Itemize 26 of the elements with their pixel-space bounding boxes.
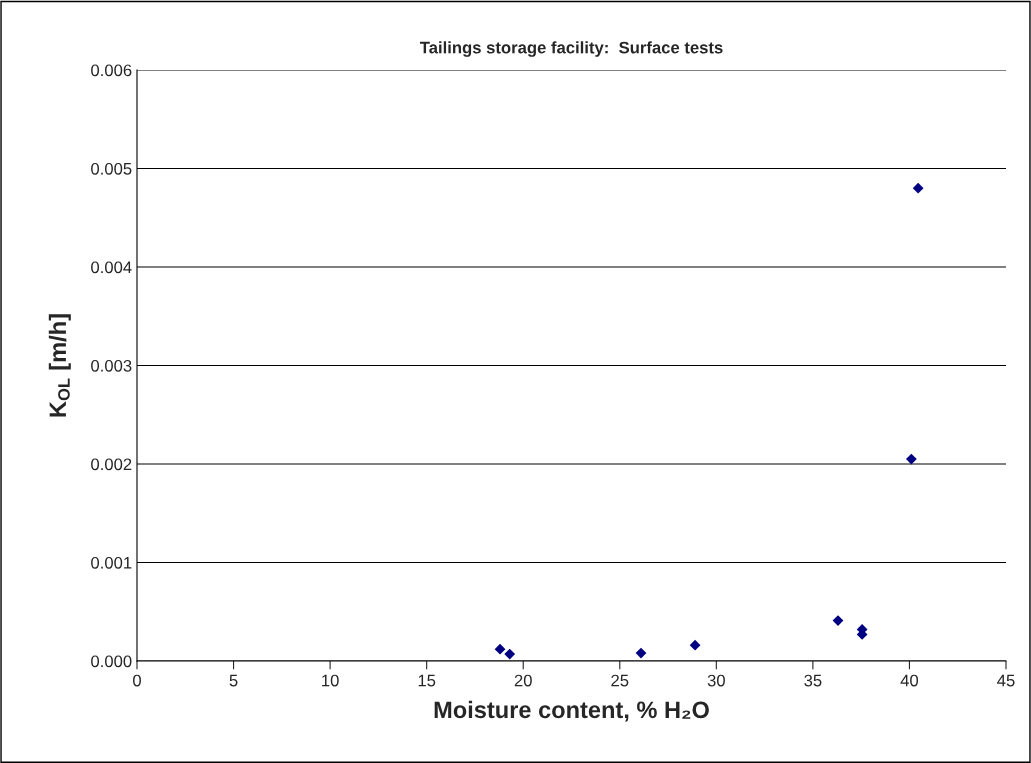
y-tick-label: 0.000 <box>91 655 132 668</box>
x-tick-label: 10 <box>322 674 339 687</box>
y-tick-label: 0.002 <box>91 458 132 471</box>
x-tick-label: 15 <box>418 674 436 687</box>
y-tick-label: 0.005 <box>91 162 132 175</box>
x-tick-label: 5 <box>229 674 238 687</box>
point <box>635 647 647 659</box>
y-tick-label: 0.001 <box>91 556 132 569</box>
y-tick-label: 0.004 <box>91 261 132 274</box>
point <box>689 639 701 651</box>
y-tick-label: 0.006 <box>91 64 132 77</box>
x-tick-label: 35 <box>804 674 822 687</box>
point <box>494 643 506 655</box>
point <box>912 182 924 194</box>
point <box>906 453 917 465</box>
x-tick-label: 25 <box>611 674 629 687</box>
chart-title: Tailings storage facility: Surface tests <box>419 41 723 57</box>
x-axis-title: Moisture content, % H₂O <box>434 700 709 722</box>
point <box>504 648 516 660</box>
y-axis-title: K$_{OL}$ [m/h] <box>48 314 71 417</box>
x-tick-label: 0 <box>133 674 141 687</box>
y-tick-label: 0.003 <box>91 359 132 372</box>
x-tick-label: 45 <box>997 674 1015 687</box>
x-tick-label: 20 <box>514 674 532 687</box>
x-tick-label: 40 <box>900 674 919 687</box>
x-tick-label: 30 <box>707 674 725 687</box>
